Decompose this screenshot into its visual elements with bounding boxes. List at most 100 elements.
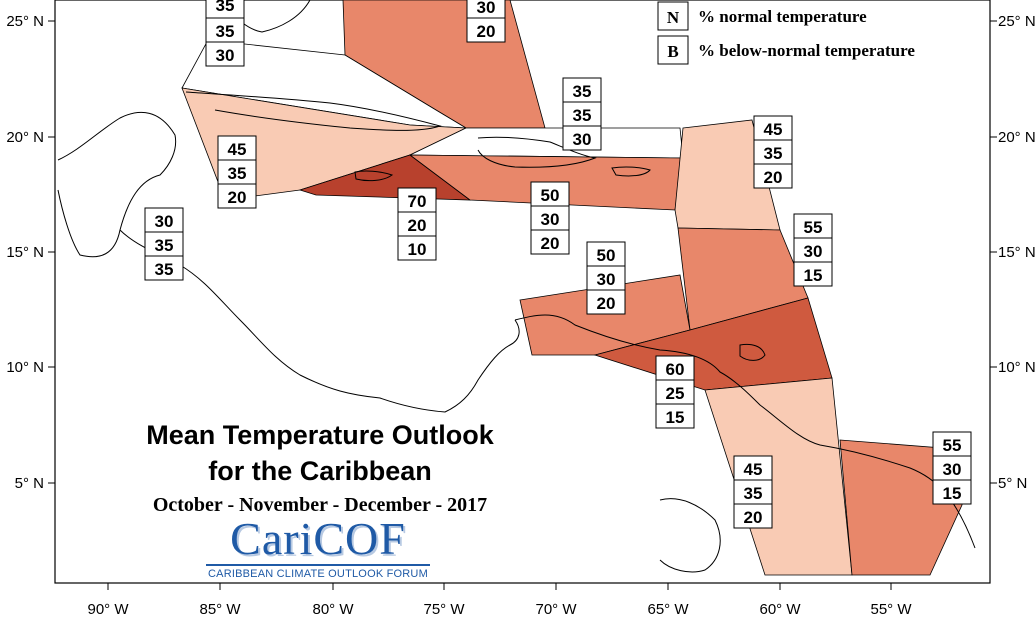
- nw-bahamas-value-above: 35: [216, 0, 235, 15]
- cuba-value-0: 45: [228, 140, 247, 159]
- central-america-outline: [119, 229, 520, 413]
- abc-islands-value-0: 50: [597, 246, 616, 265]
- cuba-box-2: [217, 183, 257, 209]
- trinidad-barbados-value-0: 60: [666, 360, 685, 379]
- guyana-value-0: 45: [744, 460, 763, 479]
- caricof-logo-wordmark: CariCOF: [230, 513, 406, 564]
- northern-leewards-value-1: 35: [764, 144, 783, 163]
- suriname-french-guiana-value-1: 30: [943, 460, 962, 479]
- legend-label-b: % below-normal temperature: [698, 41, 915, 60]
- y-tick-label-right-4: 5° N: [998, 475, 1027, 492]
- map-subtitle: October - November - December - 2017: [152, 494, 488, 516]
- windwards-value-0: 55: [804, 218, 823, 237]
- caricof-logo-rule: [206, 564, 430, 566]
- hispaniola-puerto-rico-box-2: [530, 229, 570, 255]
- cuba-value-1: 35: [228, 164, 247, 183]
- y-tick-label-left-0: 25° N: [6, 13, 44, 30]
- caricof-logo-tagline: CARIBBEAN CLIMATE OUTLOOK FORUM: [208, 568, 428, 580]
- hispaniola-outline: [477, 136, 597, 168]
- y-tick-label-right-2: 15° N: [998, 244, 1036, 261]
- x-tick-label-2: 80° W: [312, 601, 354, 618]
- x-tick-label-0: 90° W: [87, 601, 129, 618]
- x-tick-label-6: 60° W: [759, 601, 801, 618]
- y-tick-label-right-0: 25° N: [998, 13, 1036, 30]
- windwards-value-1: 30: [804, 242, 823, 261]
- jamaica-value-2: 10: [408, 240, 427, 259]
- trinidad-barbados-value-2: 15: [666, 408, 685, 427]
- x-tick-label-5: 65° W: [647, 601, 689, 618]
- cuba-value-2: 20: [228, 188, 247, 207]
- suriname-french-guiana-box-1: [932, 455, 972, 481]
- y-tick-label-left-3: 10° N: [6, 359, 44, 376]
- map-title-line2: for the Caribbean: [208, 456, 432, 486]
- belize-value-1: 35: [155, 236, 174, 255]
- x-tick-label-1: 85° W: [199, 601, 241, 618]
- caricof-logo: CariCOF CARIBBEAN CLIMATE OUTLOOK FORUM: [200, 516, 436, 580]
- nw-bahamas-value-below: 30: [216, 46, 235, 65]
- yucatan-outline: [57, 111, 177, 258]
- guyana-box-2: [733, 503, 773, 529]
- abc-islands-box-1: [586, 265, 626, 291]
- windwards-box-1: [793, 237, 833, 263]
- suriname-french-guiana-value-0: 55: [943, 436, 962, 455]
- bahamas-value-normal: 30: [477, 0, 496, 17]
- legend-key-b: B: [667, 42, 678, 61]
- guyana-value-1: 35: [744, 484, 763, 503]
- jamaica-value-0: 70: [408, 192, 427, 211]
- map-frame: [54, 0, 991, 584]
- jamaica-box-2: [397, 235, 437, 261]
- x-tick-label-7: 55° W: [870, 601, 912, 618]
- bahamas-box-below: [466, 17, 506, 43]
- zone-guyana: [704, 377, 853, 576]
- guyana-value-2: 20: [744, 508, 763, 527]
- bahamas-value-below: 20: [477, 22, 496, 41]
- abc-islands-value-1: 30: [597, 270, 616, 289]
- jamaica-value-1: 20: [408, 216, 427, 235]
- trinidad-outline: [739, 343, 766, 361]
- trinidad-barbados-box-1: [655, 379, 695, 405]
- nw-bahamas-box-below: [205, 41, 245, 67]
- turks-caicos-box-2: [562, 125, 602, 151]
- turks-caicos-value-1: 35: [573, 106, 592, 125]
- turks-caicos-value-2: 30: [573, 130, 592, 149]
- nw-bahamas-value-normal: 35: [216, 22, 235, 41]
- jamaica-outline: [354, 170, 394, 182]
- trinidad-barbados-box-0: [655, 355, 695, 381]
- suriname-french-guiana-box-0: [932, 431, 972, 457]
- northern-leewards-value-0: 45: [764, 120, 783, 139]
- legend: N % normal temperature B % below-normal …: [657, 1, 915, 65]
- y-tick-label-left-2: 15° N: [6, 244, 44, 261]
- belize-value-0: 30: [155, 212, 174, 231]
- hispaniola-puerto-rico-value-1: 30: [541, 210, 560, 229]
- hispaniola-puerto-rico-value-2: 20: [541, 234, 560, 253]
- northern-leewards-box-0: [753, 115, 793, 141]
- windwards-value-2: 15: [804, 266, 823, 285]
- y-tick-label-right-3: 10° N: [998, 359, 1036, 376]
- suriname-french-guiana-box-2: [932, 479, 972, 505]
- belize-value-2: 35: [155, 260, 174, 279]
- probability-boxes: 30 20 35 35 30 45 35 20 30 35 35 70 20 10 50 30 20 3…: [144, 0, 972, 529]
- belize-box-2: [144, 255, 184, 281]
- northern-leewards-value-2: 20: [764, 168, 783, 187]
- y-tick-label-left-4: 5° N: [15, 475, 44, 492]
- legend-key-box-b: [657, 35, 689, 65]
- northern-leewards-box-2: [753, 163, 793, 189]
- suriname-french-guiana-value-2: 15: [943, 484, 962, 503]
- puerto-rico-outline: [611, 166, 651, 177]
- windwards-box-2: [793, 261, 833, 287]
- legend-key-box-n: [657, 1, 689, 31]
- y-tick-label-left-1: 20° N: [6, 129, 44, 146]
- south-america-outline: [514, 314, 976, 573]
- northern-leewards-box-1: [753, 139, 793, 165]
- trinidad-barbados-value-1: 25: [666, 384, 685, 403]
- land-outlines: [57, 0, 976, 573]
- x-tick-label-3: 75° W: [423, 601, 465, 618]
- latitude-axis-right: 25° N 20° N 15° N 10° N 5° N: [990, 13, 1036, 492]
- legend-label-n: % normal temperature: [698, 7, 867, 26]
- cuba-box-0: [217, 135, 257, 161]
- hispaniola-puerto-rico-value-0: 50: [541, 186, 560, 205]
- trinidad-barbados-box-2: [655, 403, 695, 429]
- nw-bahamas-box-normal: [205, 17, 245, 43]
- longitude-axis: 90° W 85° W 80° W 75° W 70° W 65° W 60° W 55° W: [87, 583, 912, 618]
- abc-islands-box-2: [586, 289, 626, 315]
